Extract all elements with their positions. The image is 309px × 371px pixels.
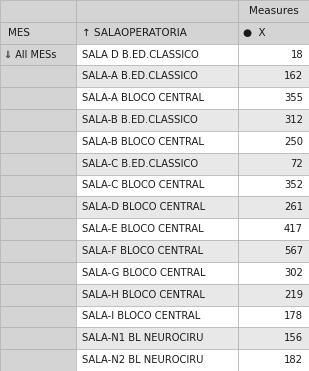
- Bar: [0, 65, 76, 87]
- Bar: [238, 175, 309, 196]
- Text: 352: 352: [284, 181, 303, 190]
- Bar: [238, 306, 309, 327]
- Bar: [238, 44, 309, 65]
- Text: SALA-G BLOCO CENTRAL: SALA-G BLOCO CENTRAL: [82, 268, 205, 278]
- Text: 312: 312: [284, 115, 303, 125]
- Text: SALA-N1 BL NEUROCIRU: SALA-N1 BL NEUROCIRU: [82, 333, 203, 343]
- Bar: [76, 22, 238, 44]
- Bar: [76, 262, 238, 284]
- Text: 567: 567: [284, 246, 303, 256]
- Bar: [76, 306, 238, 327]
- Text: 178: 178: [284, 311, 303, 321]
- Text: 302: 302: [284, 268, 303, 278]
- Bar: [0, 327, 76, 349]
- Text: 72: 72: [290, 159, 303, 169]
- Bar: [0, 131, 76, 153]
- Text: SALA-I BLOCO CENTRAL: SALA-I BLOCO CENTRAL: [82, 311, 200, 321]
- Bar: [76, 131, 238, 153]
- Text: 355: 355: [284, 93, 303, 103]
- Bar: [0, 306, 76, 327]
- Bar: [238, 349, 309, 371]
- Bar: [0, 218, 76, 240]
- Bar: [76, 349, 238, 371]
- Text: 156: 156: [284, 333, 303, 343]
- Bar: [0, 175, 76, 196]
- Text: SALA-A BLOCO CENTRAL: SALA-A BLOCO CENTRAL: [82, 93, 204, 103]
- Bar: [238, 131, 309, 153]
- Bar: [238, 153, 309, 175]
- Text: ⇓ All MESs: ⇓ All MESs: [4, 50, 56, 60]
- Text: 417: 417: [284, 224, 303, 234]
- Text: 18: 18: [290, 50, 303, 60]
- Bar: [76, 240, 238, 262]
- Bar: [238, 22, 309, 44]
- Bar: [238, 65, 309, 87]
- Bar: [238, 218, 309, 240]
- Bar: [76, 65, 238, 87]
- Bar: [238, 109, 309, 131]
- Text: SALA-C BLOCO CENTRAL: SALA-C BLOCO CENTRAL: [82, 181, 204, 190]
- Text: SALA D B.ED.CLASSICO: SALA D B.ED.CLASSICO: [82, 50, 198, 60]
- Bar: [0, 153, 76, 175]
- Bar: [0, 196, 76, 218]
- Text: SALA-F BLOCO CENTRAL: SALA-F BLOCO CENTRAL: [82, 246, 203, 256]
- Bar: [0, 87, 76, 109]
- Text: ↑ SALAOPERATORIA: ↑ SALAOPERATORIA: [82, 28, 187, 38]
- Text: SALA-B B.ED.CLASSICO: SALA-B B.ED.CLASSICO: [82, 115, 197, 125]
- Bar: [238, 327, 309, 349]
- Bar: [76, 284, 238, 306]
- Bar: [0, 262, 76, 284]
- Text: SALA-N2 BL NEUROCIRU: SALA-N2 BL NEUROCIRU: [82, 355, 203, 365]
- Text: SALA-A B.ED.CLASSICO: SALA-A B.ED.CLASSICO: [82, 71, 197, 81]
- Bar: [238, 284, 309, 306]
- Text: SALA-H BLOCO CENTRAL: SALA-H BLOCO CENTRAL: [82, 290, 205, 300]
- Bar: [76, 153, 238, 175]
- Bar: [0, 22, 76, 44]
- Bar: [238, 0, 309, 22]
- Text: Measures: Measures: [248, 6, 298, 16]
- Bar: [0, 349, 76, 371]
- Bar: [76, 196, 238, 218]
- Text: SALA-C B.ED.CLASSICO: SALA-C B.ED.CLASSICO: [82, 159, 198, 169]
- Bar: [238, 240, 309, 262]
- Bar: [238, 262, 309, 284]
- Text: SALA-E BLOCO CENTRAL: SALA-E BLOCO CENTRAL: [82, 224, 203, 234]
- Bar: [0, 44, 76, 65]
- Text: ●  X: ● X: [243, 28, 265, 38]
- Bar: [76, 44, 238, 65]
- Text: SALA-D BLOCO CENTRAL: SALA-D BLOCO CENTRAL: [82, 202, 205, 212]
- Text: 182: 182: [284, 355, 303, 365]
- Bar: [0, 0, 76, 22]
- Bar: [76, 218, 238, 240]
- Text: SALA-B BLOCO CENTRAL: SALA-B BLOCO CENTRAL: [82, 137, 204, 147]
- Bar: [76, 109, 238, 131]
- Bar: [238, 196, 309, 218]
- Text: 250: 250: [284, 137, 303, 147]
- Bar: [76, 87, 238, 109]
- Bar: [238, 87, 309, 109]
- Text: 162: 162: [284, 71, 303, 81]
- Bar: [76, 175, 238, 196]
- Bar: [0, 284, 76, 306]
- Bar: [76, 327, 238, 349]
- Bar: [0, 109, 76, 131]
- Bar: [76, 0, 238, 22]
- Bar: [0, 240, 76, 262]
- Text: 219: 219: [284, 290, 303, 300]
- Text: 261: 261: [284, 202, 303, 212]
- Text: MES: MES: [8, 28, 30, 38]
